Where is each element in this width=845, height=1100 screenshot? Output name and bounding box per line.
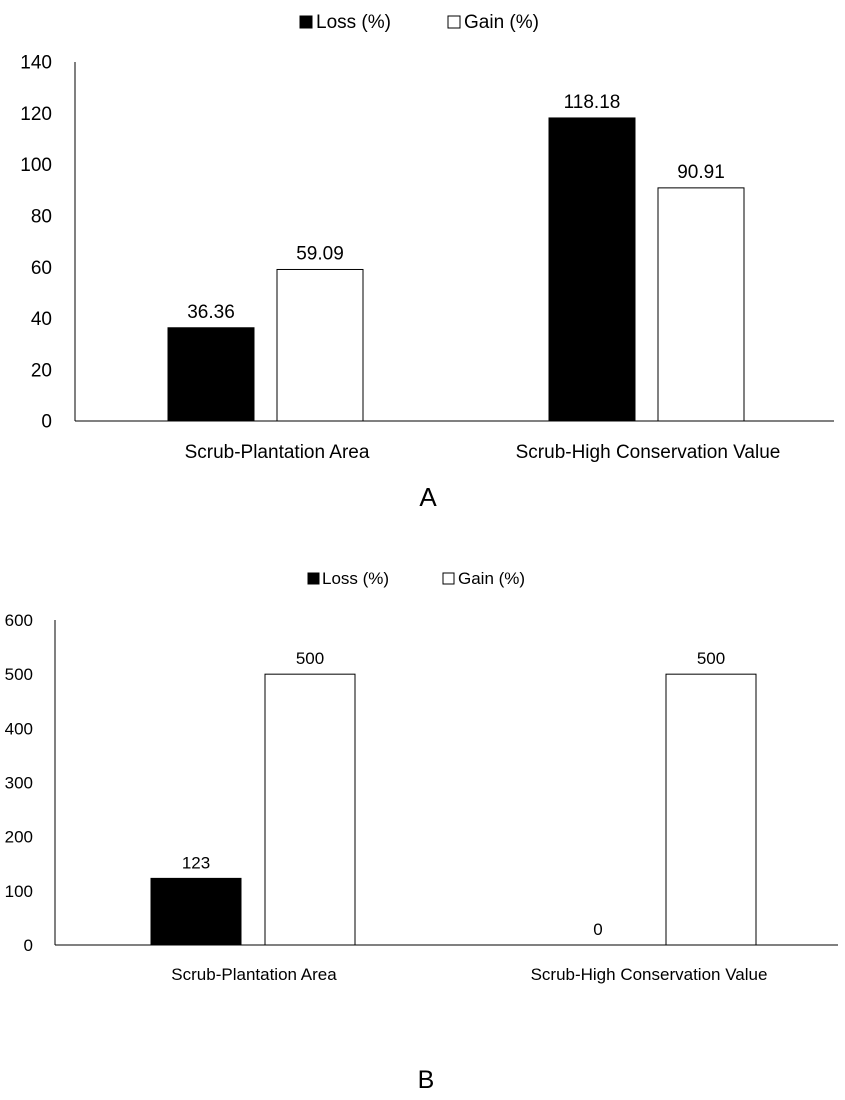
data-label-b-loss-1: 123 [182, 853, 210, 872]
bars-b: 123 0 500 500 [150, 649, 757, 946]
x-category-label-a-1: Scrub-Plantation Area [185, 442, 370, 463]
chart-a: Loss (%) Gain (%) 0 20 40 60 80 100 120 140 36.… [20, 12, 834, 512]
data-label-a-gain-2: 90.91 [677, 162, 725, 183]
y-tick-label-a: 120 [20, 104, 52, 125]
x-category-label-b-2: Scrub-High Conservation Value [531, 965, 768, 984]
data-label-b-loss-2: 0 [593, 920, 602, 939]
legend-b-loss-swatch [307, 572, 320, 585]
legend-b-loss-label: Loss (%) [322, 569, 389, 588]
bar-a-gain-1 [276, 268, 364, 422]
chart-b: Loss (%) Gain (%) 0 100 200 300 400 500 600 12… [5, 569, 838, 1094]
y-tick-label-a: 40 [31, 309, 52, 330]
y-tick-label-b: 200 [5, 828, 33, 847]
y-tick-label-a: 60 [31, 258, 52, 279]
y-tick-label-b: 400 [5, 719, 33, 738]
y-tick-label-a: 140 [20, 53, 52, 74]
x-categories-b: Scrub-Plantation Area Scrub-High Conserva… [171, 965, 767, 984]
legend-a-gain-label: Gain (%) [464, 12, 539, 33]
y-tick-label-b: 100 [5, 882, 33, 901]
data-label-a-gain-1: 59.09 [296, 243, 344, 264]
bar-a-gain-2 [657, 187, 745, 422]
bars-a: 36.36 118.18 59.09 90.91 [167, 92, 745, 422]
x-category-label-a-2: Scrub-High Conservation Value [516, 442, 781, 463]
y-ticks-a: 0 20 40 60 80 100 120 140 [20, 53, 52, 433]
bar-b-gain-2 [665, 673, 757, 946]
data-label-b-gain-1: 500 [296, 649, 324, 668]
bar-b-gain-1 [264, 673, 356, 946]
bar-a-loss-1 [167, 327, 255, 422]
y-tick-label-a: 80 [31, 207, 52, 228]
y-tick-label-a: 0 [41, 412, 52, 433]
y-tick-label-b: 0 [24, 936, 33, 955]
legend-b-gain-swatch [442, 572, 455, 585]
data-label-b-gain-2: 500 [697, 649, 725, 668]
y-tick-label-a: 20 [31, 360, 52, 381]
legend-b: Loss (%) Gain (%) [307, 569, 525, 588]
panel-label-a: A [419, 482, 437, 512]
data-label-a-loss-2: 118.18 [564, 92, 621, 113]
data-label-a-loss-1: 36.36 [187, 302, 235, 323]
y-tick-label-a: 100 [20, 155, 52, 176]
y-tick-label-b: 300 [5, 773, 33, 792]
legend-a-gain-swatch [447, 15, 461, 29]
y-tick-label-b: 500 [5, 665, 33, 684]
legend-b-gain-label: Gain (%) [458, 569, 525, 588]
x-categories-a: Scrub-Plantation Area Scrub-High Conserva… [185, 442, 781, 463]
y-tick-label-b: 600 [5, 611, 33, 630]
bar-a-loss-2 [548, 117, 636, 422]
panel-label-b: B [418, 1066, 435, 1094]
legend-a: Loss (%) Gain (%) [299, 12, 539, 33]
x-category-label-b-1: Scrub-Plantation Area [171, 965, 337, 984]
legend-a-loss-swatch [299, 15, 313, 29]
legend-a-loss-label: Loss (%) [316, 12, 391, 33]
y-ticks-b: 0 100 200 300 400 500 600 [5, 611, 33, 955]
bar-b-loss-1 [150, 877, 242, 946]
